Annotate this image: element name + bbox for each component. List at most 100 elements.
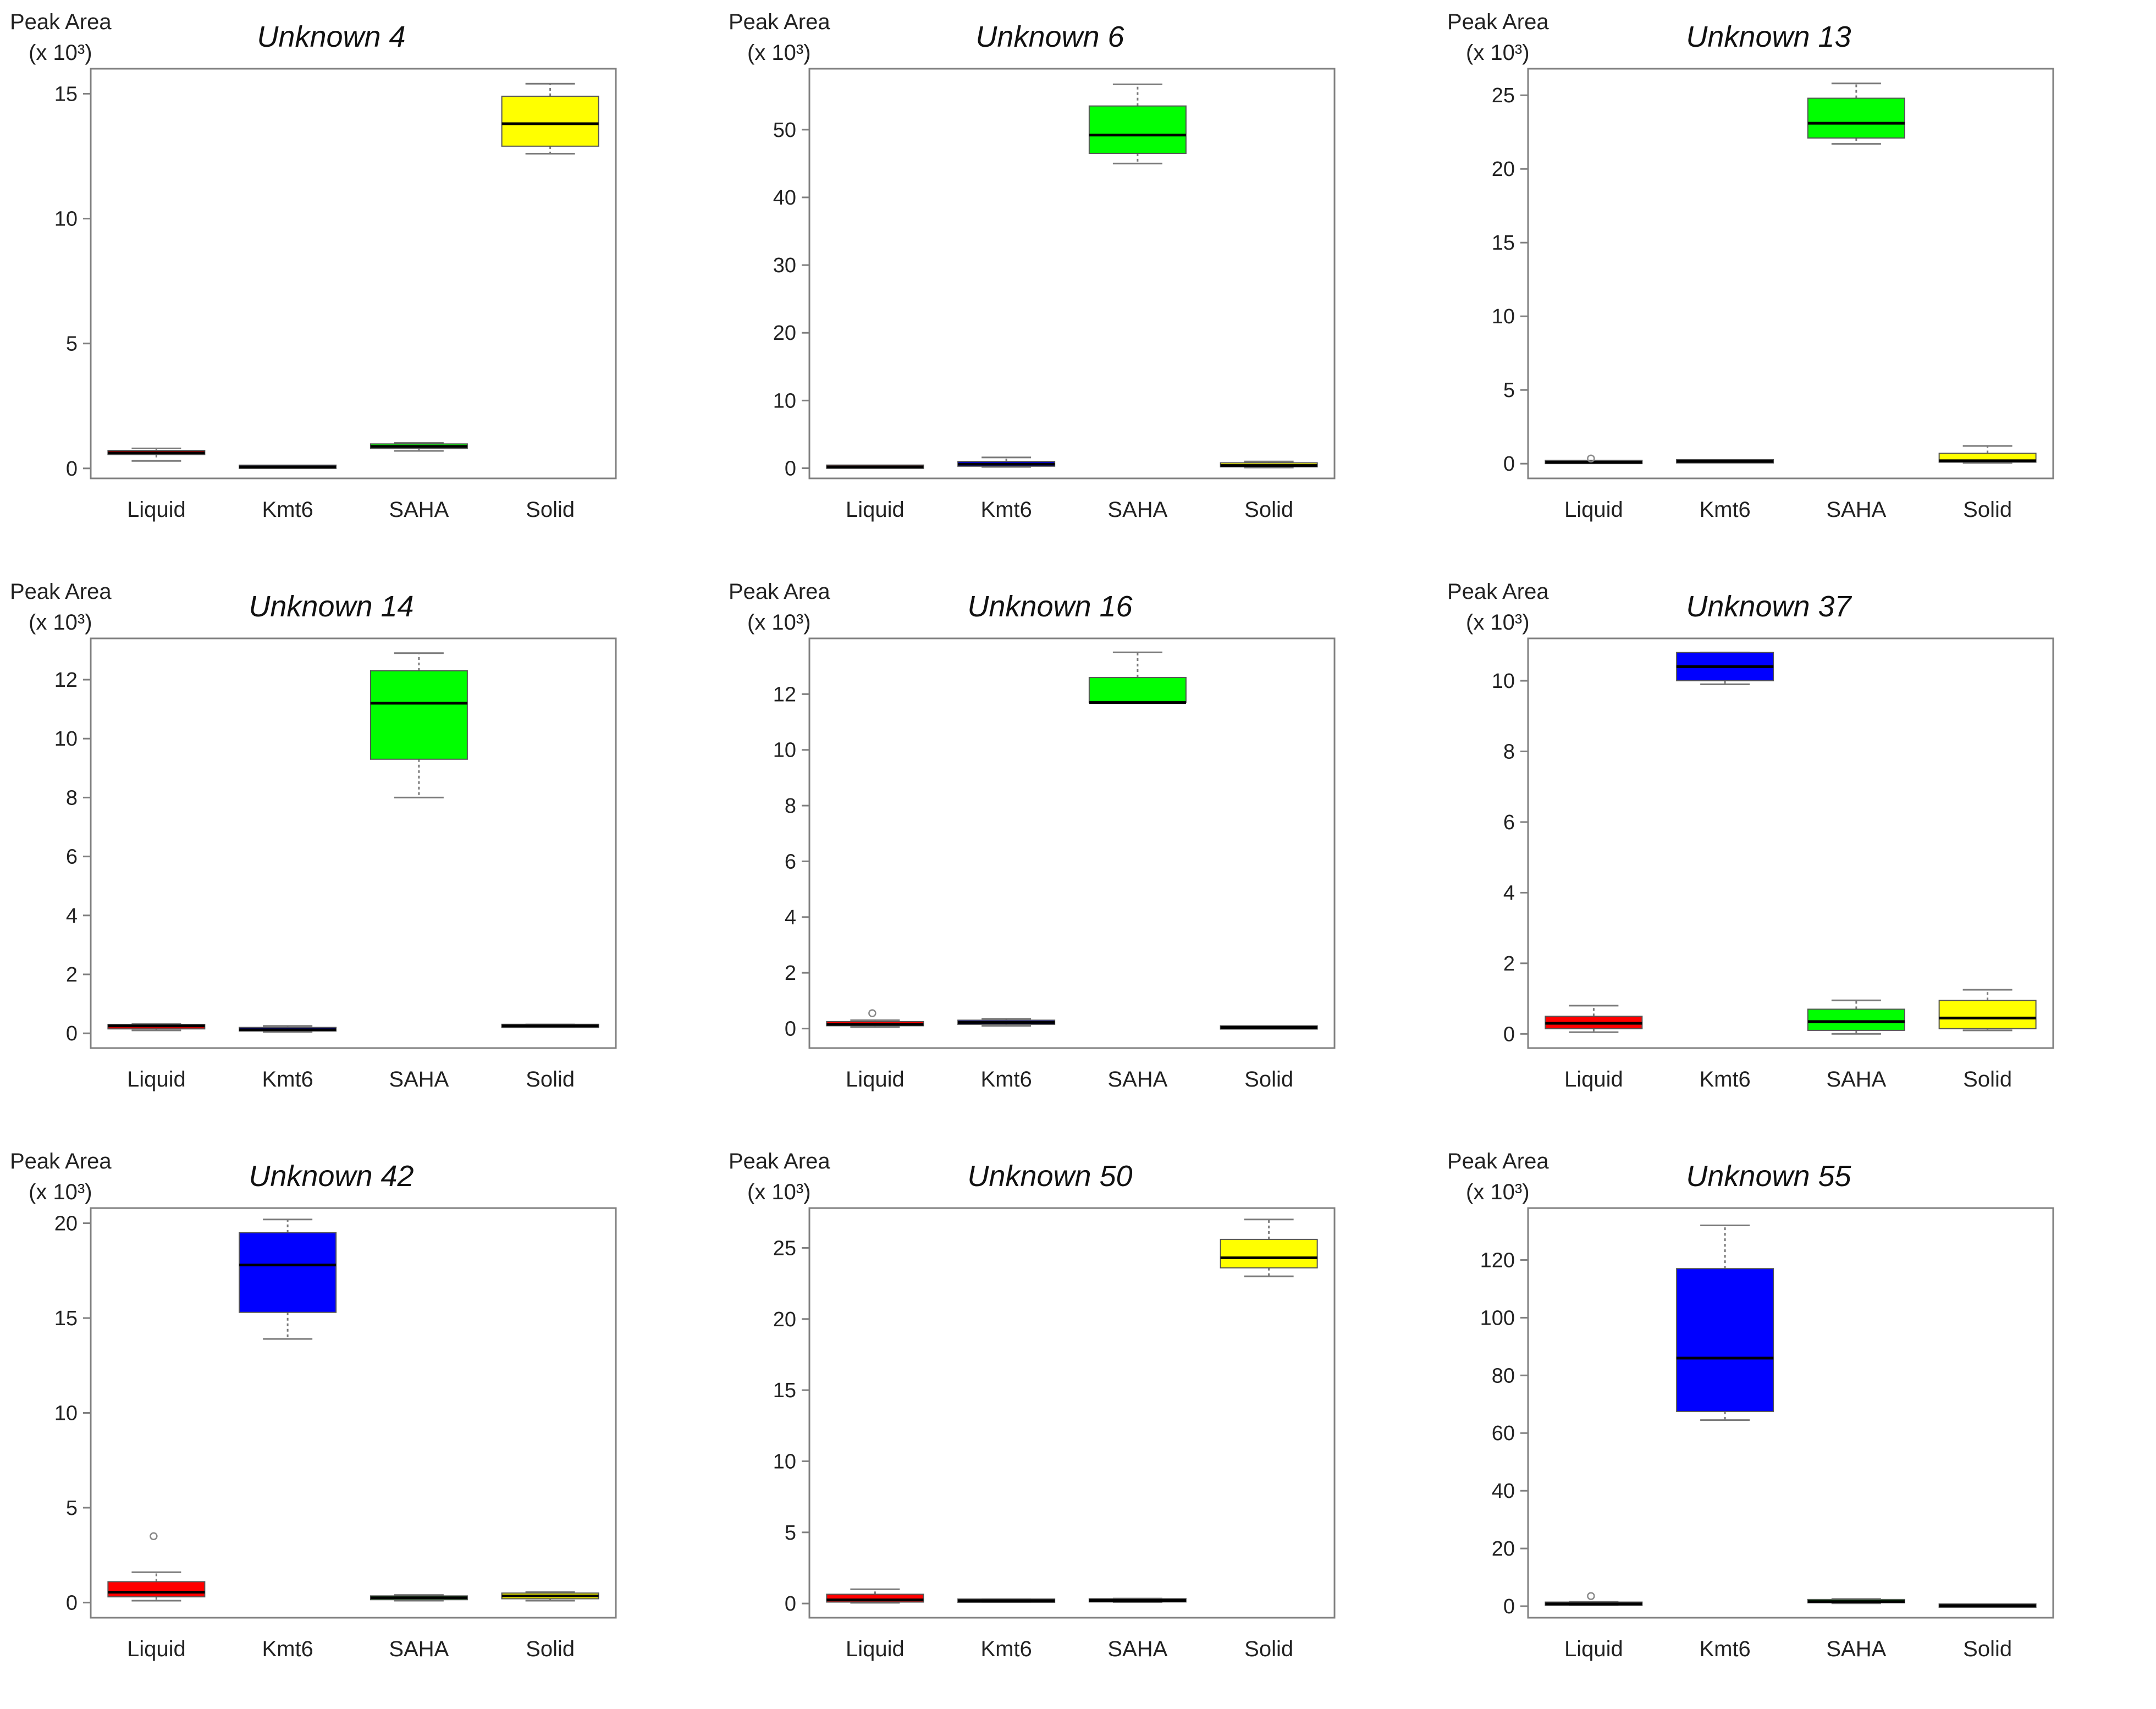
y-tick-label: 5 (66, 1497, 78, 1520)
x-category-label: Solid (526, 1067, 575, 1091)
y-tick-label: 0 (785, 1592, 796, 1616)
plot-frame (808, 637, 1336, 1049)
y-tick-label: 80 (1492, 1364, 1515, 1387)
x-category-label: SAHA (1826, 1637, 1886, 1661)
x-category-label: Liquid (127, 498, 186, 522)
x-category-label: Kmt6 (1699, 498, 1750, 522)
y-tick-label: 4 (66, 905, 78, 928)
x-category-label: Kmt6 (262, 498, 313, 522)
y-axis-unit: (x 10³) (747, 1180, 811, 1204)
y-axis-label: Peak Area (1447, 580, 1549, 604)
boxplot-svg: 0 5 10 15 20 25 Liquid Kmt6 SAHA Solid (773, 1207, 1336, 1661)
box-iqr (1088, 676, 1187, 703)
y-axis-label: Peak Area (729, 580, 830, 604)
x-category-label: Kmt6 (980, 1637, 1032, 1661)
y-axis-label: Peak Area (1447, 1149, 1549, 1173)
box-iqr (501, 95, 599, 147)
x-category-label: Kmt6 (262, 1637, 313, 1661)
x-category-label: SAHA (389, 498, 449, 522)
chart-panel: Peak Area (x 10³) Unknown 37 0 2 4 6 8 10 Liquid K… (1437, 570, 2156, 1139)
x-category-label: Kmt6 (980, 498, 1032, 522)
y-axis-unit: (x 10³) (747, 41, 811, 65)
y-tick-label: 50 (773, 119, 796, 142)
x-category-label: Solid (526, 498, 575, 522)
y-tick-label: 25 (1492, 84, 1515, 107)
plot-frame (90, 1207, 617, 1619)
y-axis-unit: (x 10³) (1466, 610, 1530, 635)
x-category-label: Liquid (1564, 1637, 1623, 1661)
plot-frame (808, 1207, 1336, 1619)
y-tick-label: 5 (785, 1521, 796, 1545)
x-category-label: Solid (1963, 498, 2012, 522)
y-tick-label: 6 (1503, 811, 1515, 834)
x-category-label: Liquid (846, 1637, 905, 1661)
plot-frame (90, 68, 617, 479)
box-iqr (239, 1232, 337, 1313)
y-tick-label: 15 (54, 1307, 78, 1330)
box-iqr (1807, 97, 1905, 139)
y-tick-label: 10 (54, 727, 78, 751)
y-tick-label: 8 (66, 786, 78, 809)
y-axis-unit: (x 10³) (1466, 1180, 1530, 1204)
x-category-label: Kmt6 (1699, 1067, 1750, 1091)
y-tick-label: 10 (54, 1402, 78, 1425)
y-axis-unit: (x 10³) (29, 1180, 92, 1204)
boxplot-svg: 0 5 10 15 20 25 Liquid Kmt6 SAHA Solid (1492, 68, 2054, 522)
y-tick-label: 15 (1492, 231, 1515, 255)
y-tick-label: 5 (66, 333, 78, 356)
y-tick-label: 0 (785, 457, 796, 481)
boxplot-svg: 0 2 4 6 8 10 12 Liquid Kmt6 SAHA Solid (54, 637, 617, 1091)
chart-title: Unknown 13 (1686, 20, 1851, 53)
x-category-label: Liquid (1564, 498, 1623, 522)
y-axis-label: Peak Area (10, 580, 112, 604)
y-axis-label: Peak Area (10, 1149, 112, 1173)
boxplot-svg: 0 2 4 6 8 10 12 Liquid Kmt6 SAHA Solid (773, 637, 1336, 1091)
plot-frame (1527, 68, 2054, 479)
outlier-point (1587, 454, 1595, 463)
y-tick-label: 20 (773, 322, 796, 345)
chart-title: Unknown 6 (975, 20, 1124, 53)
y-tick-label: 6 (66, 846, 78, 869)
y-axis-label: Peak Area (10, 10, 112, 34)
x-category-label: Liquid (127, 1637, 186, 1661)
y-tick-label: 2 (1503, 952, 1515, 975)
chart-panel: Peak Area (x 10³) Unknown 13 0 5 10 15 20 25 Liqu… (1437, 0, 2156, 570)
x-category-label: Solid (1963, 1637, 2012, 1661)
plot-frame (1527, 1207, 2054, 1619)
x-category-label: SAHA (1107, 498, 1167, 522)
chart-title: Unknown 16 (967, 590, 1133, 623)
x-category-label: Kmt6 (262, 1067, 313, 1091)
y-tick-label: 40 (773, 186, 796, 210)
y-tick-label: 20 (54, 1212, 78, 1236)
x-category-label: Liquid (846, 1067, 905, 1091)
y-tick-label: 6 (785, 850, 796, 873)
plot-frame (1527, 637, 2054, 1049)
y-tick-label: 20 (1492, 1537, 1515, 1561)
box-iqr (1088, 105, 1187, 154)
chart-panel: Peak Area (x 10³) Unknown 6 0 10 20 30 40 50 Liqu… (719, 0, 1437, 570)
x-category-label: Solid (1244, 1637, 1293, 1661)
x-category-label: Solid (1963, 1067, 2012, 1091)
x-category-label: Liquid (127, 1067, 186, 1091)
y-tick-label: 8 (1503, 741, 1515, 764)
boxplot-svg: 0 5 10 15 20 Liquid Kmt6 SAHA Solid (54, 1207, 617, 1661)
x-category-label: SAHA (389, 1067, 449, 1091)
box-iqr (1938, 1000, 2037, 1029)
boxplot-svg: 0 2 4 6 8 10 Liquid Kmt6 SAHA Solid (1492, 637, 2054, 1091)
y-tick-label: 15 (54, 82, 78, 106)
box-iqr (1676, 1268, 1774, 1412)
box-iqr (1807, 1008, 1905, 1031)
outlier-point (150, 1532, 158, 1540)
x-category-label: Kmt6 (1699, 1637, 1750, 1661)
x-category-label: Solid (1244, 1067, 1293, 1091)
y-tick-label: 10 (773, 1450, 796, 1473)
y-tick-label: 20 (1492, 158, 1515, 181)
chart-panel: Peak Area (x 10³) Unknown 42 0 5 10 15 20 Liquid… (0, 1139, 719, 1709)
y-axis-unit: (x 10³) (29, 41, 92, 65)
x-category-label: SAHA (1107, 1067, 1167, 1091)
boxplot-svg: 0 20 40 60 80 100 120 Liquid Kmt6 SAHA Solid (1480, 1207, 2054, 1661)
y-tick-label: 0 (1503, 1023, 1515, 1046)
plot-frame (90, 637, 617, 1049)
x-category-label: Solid (526, 1637, 575, 1661)
